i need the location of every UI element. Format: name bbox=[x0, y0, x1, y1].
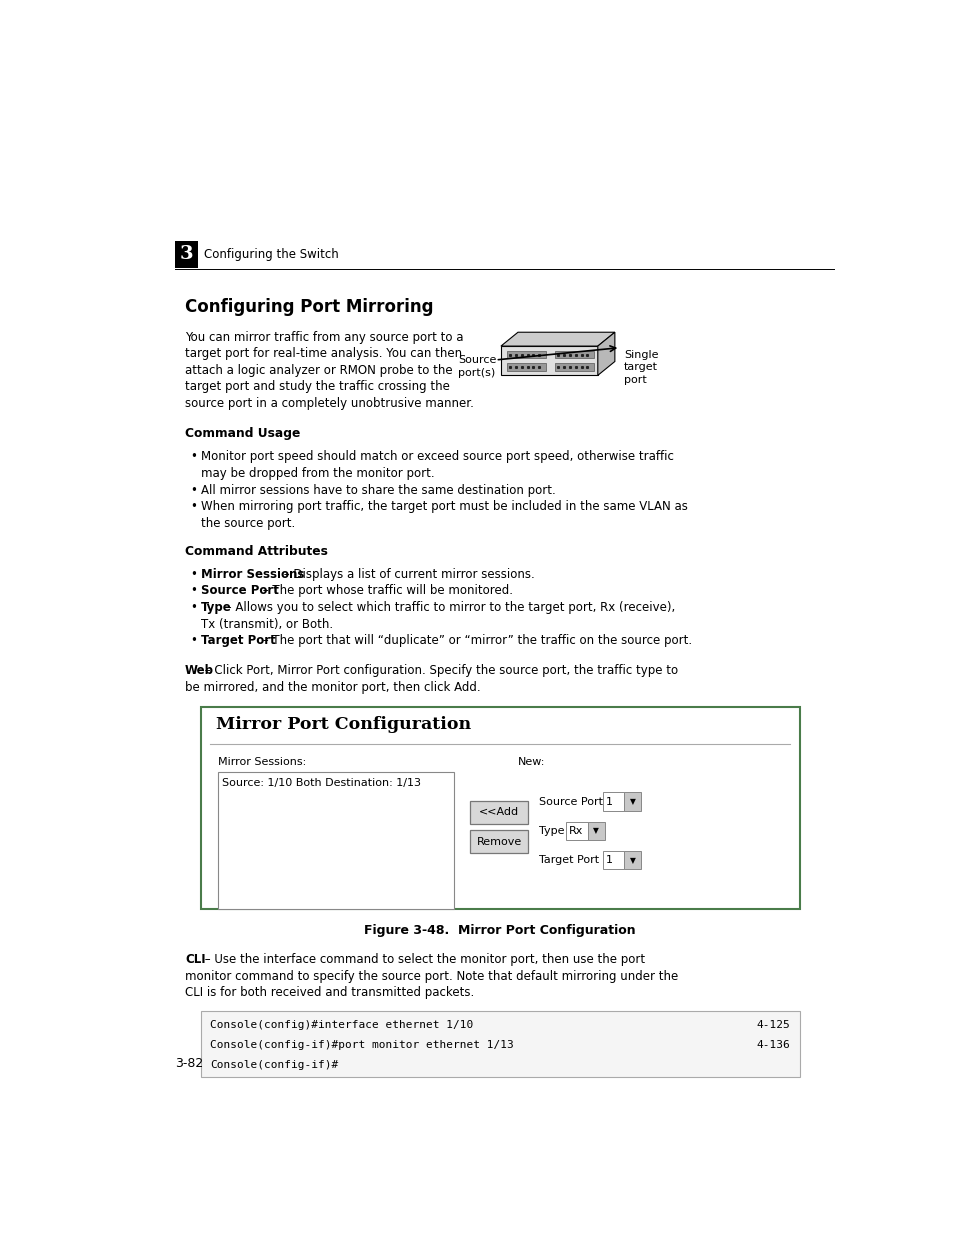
Text: 3: 3 bbox=[180, 245, 193, 263]
Text: •: • bbox=[191, 634, 197, 647]
FancyBboxPatch shape bbox=[555, 363, 594, 370]
Text: – Click Port, Mirror Port configuration. Specify the source port, the traffic ty: – Click Port, Mirror Port configuration.… bbox=[201, 664, 678, 678]
Text: Tx (transmit), or Both.: Tx (transmit), or Both. bbox=[200, 618, 333, 631]
Text: – Displays a list of current mirror sessions.: – Displays a list of current mirror sess… bbox=[279, 568, 534, 580]
Text: 1: 1 bbox=[605, 797, 612, 806]
Text: 4-136: 4-136 bbox=[756, 1040, 790, 1050]
FancyBboxPatch shape bbox=[200, 1010, 799, 1077]
Text: Configuring the Switch: Configuring the Switch bbox=[204, 247, 339, 261]
Text: All mirror sessions have to share the same destination port.: All mirror sessions have to share the sa… bbox=[200, 484, 555, 496]
FancyBboxPatch shape bbox=[587, 821, 604, 840]
Polygon shape bbox=[500, 346, 598, 375]
Text: <<Add: <<Add bbox=[478, 808, 518, 818]
Text: Target Port: Target Port bbox=[200, 634, 275, 647]
FancyBboxPatch shape bbox=[555, 351, 594, 358]
FancyBboxPatch shape bbox=[565, 821, 587, 840]
Text: Source Port: Source Port bbox=[537, 797, 602, 806]
Text: – Use the interface command to select the monitor port, then use the port: – Use the interface command to select th… bbox=[201, 953, 644, 966]
FancyBboxPatch shape bbox=[507, 363, 545, 370]
Polygon shape bbox=[500, 332, 615, 346]
Text: – Allows you to select which traffic to mirror to the target port, Rx (receive),: – Allows you to select which traffic to … bbox=[221, 601, 674, 614]
Text: attach a logic analyzer or RMON probe to the: attach a logic analyzer or RMON probe to… bbox=[185, 364, 453, 377]
FancyBboxPatch shape bbox=[200, 706, 799, 909]
Text: ▼: ▼ bbox=[593, 826, 598, 835]
FancyBboxPatch shape bbox=[217, 772, 454, 909]
Text: CLI: CLI bbox=[185, 953, 206, 966]
Text: source port in a completely unobtrusive manner.: source port in a completely unobtrusive … bbox=[185, 396, 474, 410]
Text: Mirror Port Configuration: Mirror Port Configuration bbox=[216, 716, 471, 734]
FancyBboxPatch shape bbox=[624, 851, 640, 869]
Text: – The port that will “duplicate” or “mirror” the traffic on the source port.: – The port that will “duplicate” or “mir… bbox=[258, 634, 691, 647]
FancyBboxPatch shape bbox=[602, 851, 624, 869]
Text: New:: New: bbox=[517, 757, 545, 767]
Text: Mirror Sessions: Mirror Sessions bbox=[200, 568, 304, 580]
Text: Rx: Rx bbox=[568, 826, 582, 836]
Text: ▼: ▼ bbox=[629, 856, 636, 864]
Text: Source: 1/10 Both Destination: 1/13: Source: 1/10 Both Destination: 1/13 bbox=[222, 778, 421, 788]
FancyBboxPatch shape bbox=[624, 793, 640, 811]
Text: Type: Type bbox=[200, 601, 232, 614]
Text: Figure 3-48.  Mirror Port Configuration: Figure 3-48. Mirror Port Configuration bbox=[364, 924, 636, 937]
Text: ▼: ▼ bbox=[629, 797, 636, 806]
Text: •: • bbox=[191, 601, 197, 614]
FancyBboxPatch shape bbox=[174, 241, 198, 268]
Text: •: • bbox=[191, 451, 197, 463]
Text: may be dropped from the monitor port.: may be dropped from the monitor port. bbox=[200, 467, 434, 480]
Text: Command Usage: Command Usage bbox=[185, 427, 300, 441]
Text: Web: Web bbox=[185, 664, 213, 678]
Text: – The port whose traffic will be monitored.: – The port whose traffic will be monitor… bbox=[258, 584, 512, 598]
Text: Source Port: Source Port bbox=[200, 584, 278, 598]
FancyBboxPatch shape bbox=[507, 351, 545, 358]
Text: •: • bbox=[191, 568, 197, 580]
Text: 1: 1 bbox=[605, 855, 612, 864]
Text: Console(config)#interface ethernet 1/10: Console(config)#interface ethernet 1/10 bbox=[210, 1020, 473, 1030]
Text: Command Attributes: Command Attributes bbox=[185, 545, 328, 558]
Text: Remove: Remove bbox=[476, 836, 521, 846]
Text: Mirror Sessions:: Mirror Sessions: bbox=[217, 757, 306, 767]
Text: Type: Type bbox=[537, 826, 563, 836]
Text: 3-82: 3-82 bbox=[174, 1057, 203, 1070]
Text: •: • bbox=[191, 484, 197, 496]
Text: Console(config-if)#: Console(config-if)# bbox=[210, 1060, 337, 1070]
Text: monitor command to specify the source port. Note that default mirroring under th: monitor command to specify the source po… bbox=[185, 969, 678, 983]
FancyBboxPatch shape bbox=[469, 800, 528, 824]
Text: Source
port(s): Source port(s) bbox=[457, 356, 497, 378]
FancyBboxPatch shape bbox=[602, 793, 624, 811]
Text: Single
target
port: Single target port bbox=[623, 350, 658, 384]
Text: Target Port: Target Port bbox=[537, 855, 598, 864]
Text: Console(config-if)#port monitor ethernet 1/13: Console(config-if)#port monitor ethernet… bbox=[210, 1040, 513, 1050]
Text: When mirroring port traffic, the target port must be included in the same VLAN a: When mirroring port traffic, the target … bbox=[200, 500, 687, 513]
Text: 4-125: 4-125 bbox=[756, 1020, 790, 1030]
Text: CLI is for both received and transmitted packets.: CLI is for both received and transmitted… bbox=[185, 987, 474, 999]
Text: target port for real-time analysis. You can then: target port for real-time analysis. You … bbox=[185, 347, 462, 361]
Text: •: • bbox=[191, 584, 197, 598]
Text: the source port.: the source port. bbox=[200, 516, 294, 530]
FancyBboxPatch shape bbox=[469, 830, 528, 853]
Text: You can mirror traffic from any source port to a: You can mirror traffic from any source p… bbox=[185, 331, 463, 343]
Text: Monitor port speed should match or exceed source port speed, otherwise traffic: Monitor port speed should match or excee… bbox=[200, 451, 673, 463]
Text: Configuring Port Mirroring: Configuring Port Mirroring bbox=[185, 299, 434, 316]
Text: be mirrored, and the monitor port, then click Add.: be mirrored, and the monitor port, then … bbox=[185, 680, 480, 694]
Text: •: • bbox=[191, 500, 197, 513]
Text: target port and study the traffic crossing the: target port and study the traffic crossi… bbox=[185, 380, 450, 394]
Polygon shape bbox=[598, 332, 615, 375]
